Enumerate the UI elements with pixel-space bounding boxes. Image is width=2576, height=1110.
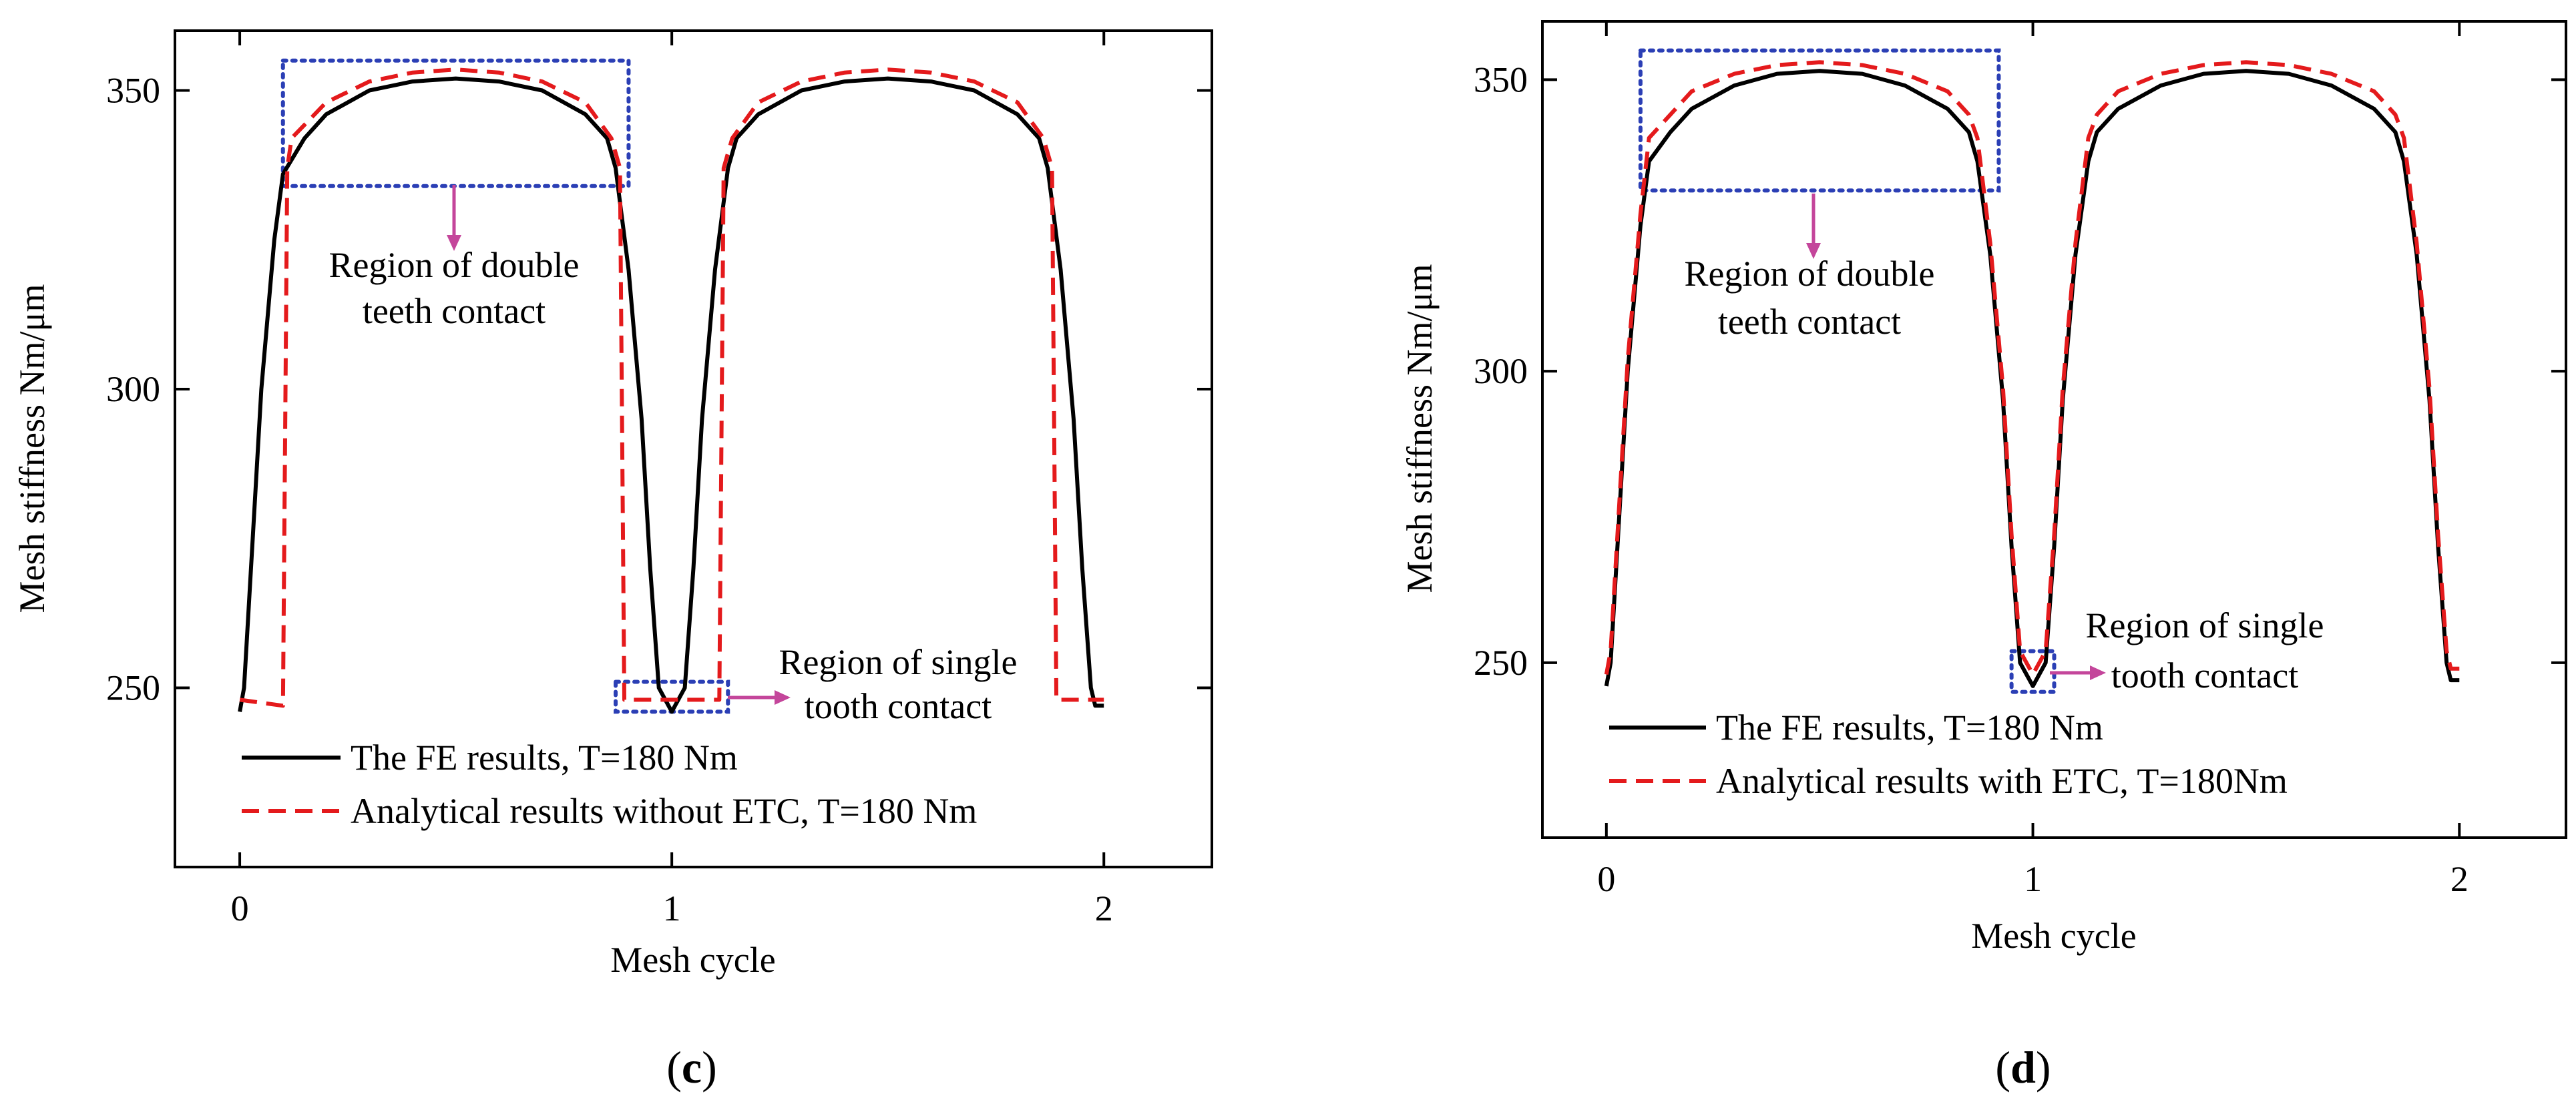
annotation-1-arrow-head-icon [2090, 665, 2106, 680]
plot-frame-c [174, 29, 1213, 868]
annotation-0-line1: Region of double [329, 245, 580, 285]
series-analytical-line [1604, 60, 2460, 677]
x-tick-label-0: 0 [1597, 859, 1615, 899]
x-tick-label-1: 1 [2024, 859, 2042, 899]
legend-c: The FE results, T=180 Nm Analytical resul… [242, 738, 977, 831]
series-fe-line [238, 76, 1104, 714]
x-axis-label-d: Mesh cycle [1971, 916, 2136, 956]
x-tick-label-0: 0 [231, 888, 249, 928]
annotation-1-line1: Region of single [2086, 605, 2324, 645]
tick-group-c: 0 1 2 250 300 350 [106, 31, 1212, 928]
region-boxes-c [280, 58, 730, 714]
panel-label-c: (c) [666, 1042, 717, 1093]
annotation-0-arrow-head-icon [1806, 243, 1821, 259]
annotation-0-line2: teeth contact [1718, 302, 1901, 342]
annotation-0-line1: Region of double [1685, 254, 1935, 294]
panel-label-d-close: ) [2036, 1042, 2051, 1093]
annotations-d: Region of double teeth contact Region of s… [1685, 194, 2324, 696]
legend-d: The FE results, T=180 Nm Analytical resul… [1609, 708, 2288, 801]
panel-label-d-letter: d [2010, 1042, 2036, 1093]
y-axis-label-d: Mesh stiffness Nm/μm [1400, 264, 1440, 593]
region-box-0 [1638, 48, 2001, 193]
y-tick-label-2: 350 [106, 71, 160, 111]
y-tick-label-2: 350 [1474, 59, 1528, 99]
panel-label-d-open: ( [1995, 1042, 2010, 1093]
region-boxes-d [1638, 48, 2057, 694]
y-tick-label-0: 250 [106, 668, 160, 708]
x-tick-label-1: 1 [663, 888, 681, 928]
panel-label-c-open: ( [666, 1042, 682, 1093]
region-box-1 [2009, 649, 2057, 694]
annotation-0-arrow-head-icon [447, 235, 461, 251]
series-group-d [1604, 60, 2460, 688]
chart-panel-c: 0 1 2 250 300 350 Region of double teeth conta… [12, 29, 1213, 1093]
panel-label-c-close: ) [702, 1042, 717, 1093]
panel-label-d: (d) [1995, 1042, 2051, 1093]
plot-frame-d [1541, 20, 2567, 839]
series-group-c [238, 67, 1104, 714]
panel-label-c-letter: c [682, 1042, 702, 1093]
annotation-1-arrow-head-icon [775, 690, 791, 705]
region-box-0 [280, 58, 631, 188]
x-tick-label-2: 2 [2450, 859, 2468, 899]
y-tick-label-0: 250 [1474, 643, 1528, 683]
legend-label-1: Analytical results without ETC, T=180 Nm [351, 791, 977, 831]
legend-label-0: The FE results, T=180 Nm [1716, 708, 2103, 748]
annotation-1-line2: tooth contact [2111, 655, 2298, 696]
x-tick-label-2: 2 [1095, 888, 1113, 928]
series-fe-line [1604, 69, 2460, 688]
tick-group-d: 0 1 2 250 300 350 [1474, 21, 2566, 899]
annotation-0-line2: teeth contact [363, 291, 546, 331]
legend-label-1: Analytical results with ETC, T=180Nm [1716, 761, 2288, 801]
annotations-c: Region of double teeth contact Region of s… [329, 185, 1018, 726]
y-axis-label-c: Mesh stiffness Nm/μm [12, 284, 52, 613]
series-analytical-line [239, 67, 1104, 708]
y-tick-label-1: 300 [1474, 351, 1528, 391]
annotation-1-line2: tooth contact [805, 686, 992, 726]
x-axis-label-c: Mesh cycle [610, 940, 775, 980]
chart-panel-d: 0 1 2 250 300 350 Region of double teeth conta… [1400, 20, 2567, 1093]
region-box-1 [614, 679, 730, 714]
annotation-1-line1: Region of single [779, 642, 1018, 682]
y-tick-label-1: 300 [106, 369, 160, 409]
legend-label-0: The FE results, T=180 Nm [351, 738, 738, 778]
